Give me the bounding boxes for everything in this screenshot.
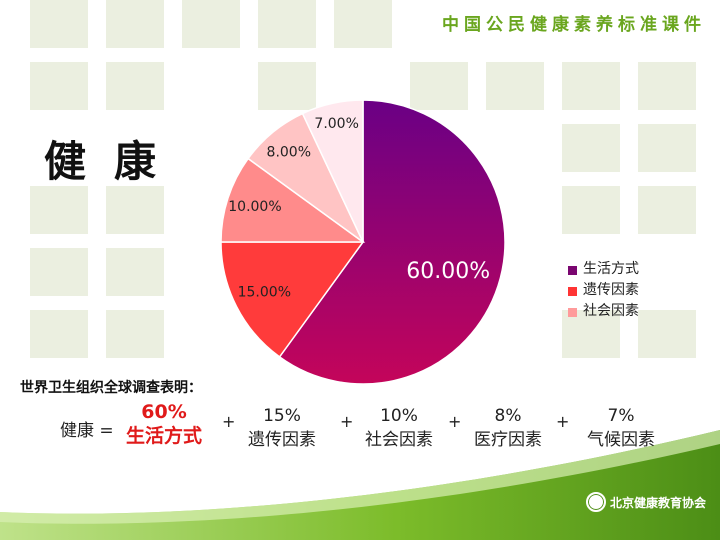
equation-term-social: 10% 社会因素 — [357, 404, 441, 452]
legend-item: 社会因素 — [568, 304, 648, 319]
legend-item: 生活方式 — [568, 262, 648, 277]
chart-legend: 生活方式遗传因素社会因素 — [568, 262, 648, 325]
pie-data-label: 60.00% — [406, 259, 490, 284]
legend-label: 生活方式 — [583, 261, 639, 277]
logo-text: 北京健康教育协会 — [609, 495, 706, 510]
pie-slice — [301, 99, 364, 243]
legend-item: 遗传因素 — [568, 283, 648, 298]
equation-term-climate: 7% 气候因素 — [579, 404, 663, 452]
term-percent: 7% — [607, 406, 635, 426]
term-label: 社会因素 — [365, 430, 433, 450]
pie-slice — [220, 241, 365, 358]
pie-chart: 60.00% 15.00% 10.00% 8.00%7.00% — [220, 99, 506, 385]
legend-label: 遗传因素 — [583, 282, 639, 298]
term-label: 遗传因素 — [248, 430, 316, 450]
course-title: 中国公民健康素养标准课件 — [442, 15, 706, 35]
term-label: 气候因素 — [587, 430, 655, 450]
term-percent: 10% — [380, 406, 418, 426]
legend-swatch — [568, 266, 577, 275]
equation-term-genetics: 15% 遗传因素 — [240, 404, 324, 452]
plus-sign: + — [222, 412, 236, 431]
term-label: 生活方式 — [125, 425, 202, 447]
term-label: 医疗因素 — [474, 430, 542, 450]
page-title: 健康 — [44, 137, 185, 186]
plus-sign: + — [340, 412, 354, 431]
legend-swatch — [568, 308, 577, 317]
pie-data-label: 8.00% — [267, 144, 311, 160]
survey-note: 世界卫生组织全球调查表明： — [20, 380, 202, 396]
logo-icon — [585, 492, 606, 512]
pie-data-label: 7.00% — [314, 116, 358, 132]
plus-sign: + — [448, 412, 462, 431]
legend-swatch — [568, 287, 577, 296]
pie-slice — [278, 99, 506, 385]
equation-term-lifestyle: 60% 生活方式 — [112, 400, 216, 448]
term-percent: 60% — [141, 401, 187, 423]
equation-lhs: 健康 = — [60, 421, 114, 441]
term-percent: 8% — [494, 406, 522, 426]
equation-term-medical: 8% 医疗因素 — [466, 404, 550, 452]
term-percent: 15% — [263, 406, 301, 426]
pie-data-label: 10.00% — [228, 199, 281, 215]
footer-logo: 北京健康教育协会 — [585, 492, 706, 512]
legend-label: 社会因素 — [583, 303, 639, 319]
pie-data-label: 15.00% — [238, 284, 291, 300]
pie-slice — [220, 157, 366, 243]
plus-sign: + — [556, 412, 570, 431]
